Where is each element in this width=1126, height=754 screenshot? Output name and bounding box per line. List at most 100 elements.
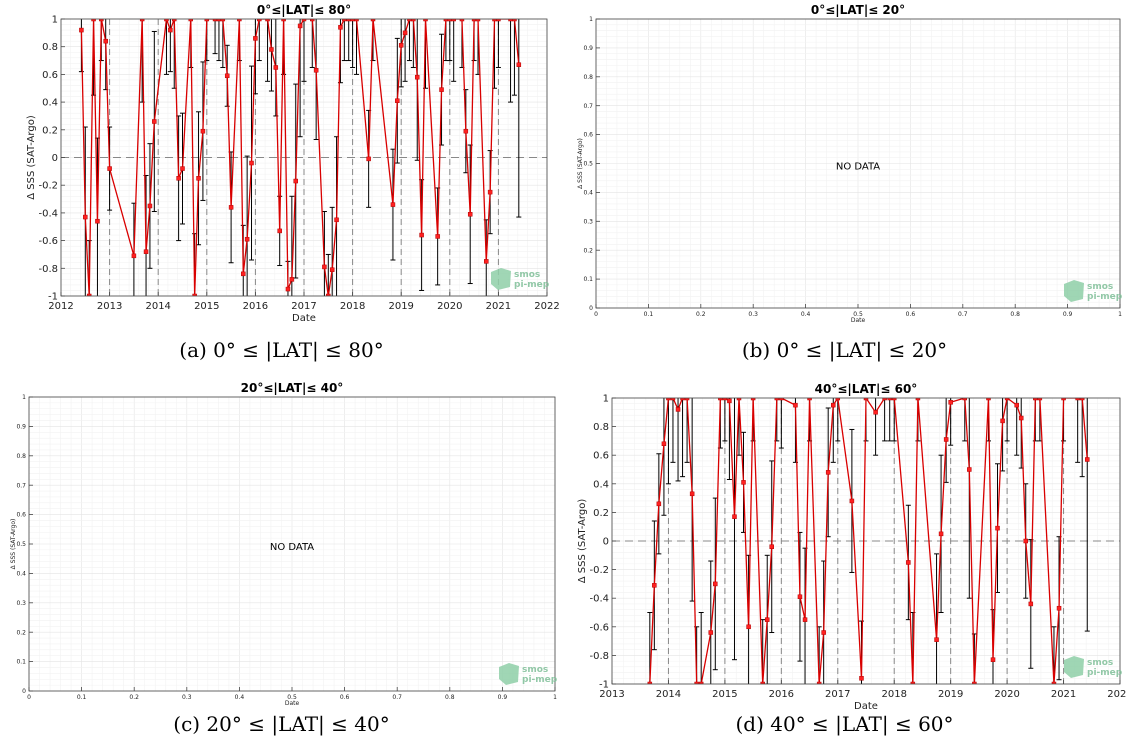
data-point xyxy=(350,19,355,22)
y-axis-label: Δ SSS (SAT-Argo) xyxy=(26,115,37,200)
x-tick-label: 2014 xyxy=(656,689,681,700)
logo-text-pimep: pi-mep xyxy=(1087,668,1123,678)
data-point xyxy=(680,398,685,401)
x-tick-label: 1 xyxy=(1118,311,1122,318)
x-tick-label: 0.3 xyxy=(748,311,758,318)
data-point xyxy=(849,498,855,504)
data-point xyxy=(492,19,497,22)
data-point xyxy=(79,27,84,33)
data-point xyxy=(967,467,972,472)
data-point xyxy=(656,501,662,507)
data-point xyxy=(708,630,714,635)
data-point xyxy=(370,19,376,22)
y-tick-label: -1 xyxy=(599,680,609,691)
data-point xyxy=(313,67,319,73)
y-tick-label: 0.4 xyxy=(42,98,58,109)
y-tick-label: -0.2 xyxy=(589,565,609,576)
data-point xyxy=(760,681,765,684)
y-tick-label: 0.6 xyxy=(42,70,58,81)
caption-c: (c) 20° ≤ |LAT| ≤ 40° xyxy=(173,712,390,736)
data-point xyxy=(293,178,298,184)
data-point xyxy=(419,232,424,238)
logo-text-pimep: pi-mep xyxy=(514,280,550,290)
chart-a-plot: 0°≤|LAT|≤ 80° 2012 2013 2014 2015 2016 2017 201… xyxy=(26,3,560,324)
data-point xyxy=(516,62,522,67)
y-axis-label: Δ SSS (SAT-Argo) xyxy=(577,499,588,584)
data-point xyxy=(990,657,996,662)
x-tick-label: 0 xyxy=(27,694,31,701)
data-point xyxy=(816,681,822,684)
data-point xyxy=(666,398,671,401)
data-point xyxy=(297,23,303,29)
x-tick-label: 2018 xyxy=(340,301,365,312)
data-point xyxy=(220,19,226,22)
data-point xyxy=(647,681,653,684)
y-tick-label: 0.5 xyxy=(583,161,593,168)
y-tick-label: 1 xyxy=(603,394,609,405)
chart-c-plot: 20°≤|LAT|≤ 40° 0 0.1 0.2 0.3 0.4 0.5 0.6 0.7 0.8 0… xyxy=(10,381,558,707)
data-point xyxy=(1085,457,1090,462)
chart-d-plot: 40°≤|LAT|≤ 60° 2013 2014 2015 2016 2017 2018 20… xyxy=(577,382,1126,712)
x-tick-label: 0.4 xyxy=(801,311,811,318)
data-point xyxy=(329,267,335,272)
data-point xyxy=(722,398,728,401)
x-tick-label: 0.4 xyxy=(235,694,245,701)
data-point xyxy=(652,583,657,588)
data-point xyxy=(447,19,453,22)
grid xyxy=(595,18,1121,309)
data-point xyxy=(835,398,841,401)
y-tick-label: -0.6 xyxy=(589,622,609,633)
data-point xyxy=(1014,402,1019,408)
data-point xyxy=(689,491,695,497)
data-point xyxy=(407,19,412,22)
logo-text-smos: smos xyxy=(522,665,548,675)
logo-mark xyxy=(491,268,511,290)
data-point xyxy=(962,398,968,401)
data-point xyxy=(1051,681,1057,684)
data-point xyxy=(746,624,751,630)
x-tick-label: 0.5 xyxy=(287,694,297,701)
data-point xyxy=(496,19,501,22)
data-point xyxy=(995,525,1000,531)
data-point xyxy=(741,480,746,485)
data-point xyxy=(338,25,343,30)
y-tick-label: 0.6 xyxy=(583,132,593,139)
data-point xyxy=(180,166,185,171)
data-point xyxy=(670,398,676,401)
x-tick-label: 1 xyxy=(553,694,557,701)
data-point xyxy=(943,437,949,442)
x-tick-label: 2018 xyxy=(881,689,906,700)
data-point xyxy=(779,398,784,401)
data-point xyxy=(402,30,408,36)
caption-d: (d) 40° ≤ |LAT| ≤ 60° xyxy=(735,712,954,736)
data-point xyxy=(910,681,916,684)
data-point xyxy=(825,470,831,475)
chart-b-plot: 0°≤|LAT|≤ 20° 0 0.1 0.2 0.3 0.4 0.5 0.6 0.7 0.8 0.… xyxy=(577,3,1123,324)
logo-text-smos: smos xyxy=(1087,282,1113,292)
data-point xyxy=(873,410,878,415)
y-tick-label: 0 xyxy=(52,153,58,164)
data-point xyxy=(334,217,339,223)
caption-b: (b) 0° ≤ |LAT| ≤ 20° xyxy=(741,338,948,362)
data-point xyxy=(906,560,911,565)
data-point xyxy=(684,398,690,401)
x-tick-label: 2015 xyxy=(194,301,219,312)
data-point xyxy=(366,156,371,162)
y-tick-label: 1 xyxy=(589,16,593,23)
x-tick-label: 0.5 xyxy=(853,311,863,318)
data-point xyxy=(200,128,206,134)
data-point xyxy=(675,407,681,412)
data-point xyxy=(99,19,104,22)
data-point xyxy=(463,128,469,134)
y-tick-label: -0.8 xyxy=(589,651,609,662)
x-tick-label: 2017 xyxy=(825,689,850,700)
chart-panel-d: 40°≤|LAT|≤ 60° 2013 2014 2015 2016 2017 2018 20… xyxy=(563,376,1126,712)
x-tick-label: 2013 xyxy=(97,301,122,312)
y-tick-label: 0 xyxy=(22,688,26,695)
data-point xyxy=(802,617,808,622)
data-point xyxy=(176,176,181,181)
data-point xyxy=(346,19,351,22)
data-point xyxy=(354,19,359,22)
y-axis-label: Δ SSS (SAT-Argo) xyxy=(577,138,584,189)
data-point xyxy=(131,253,137,259)
